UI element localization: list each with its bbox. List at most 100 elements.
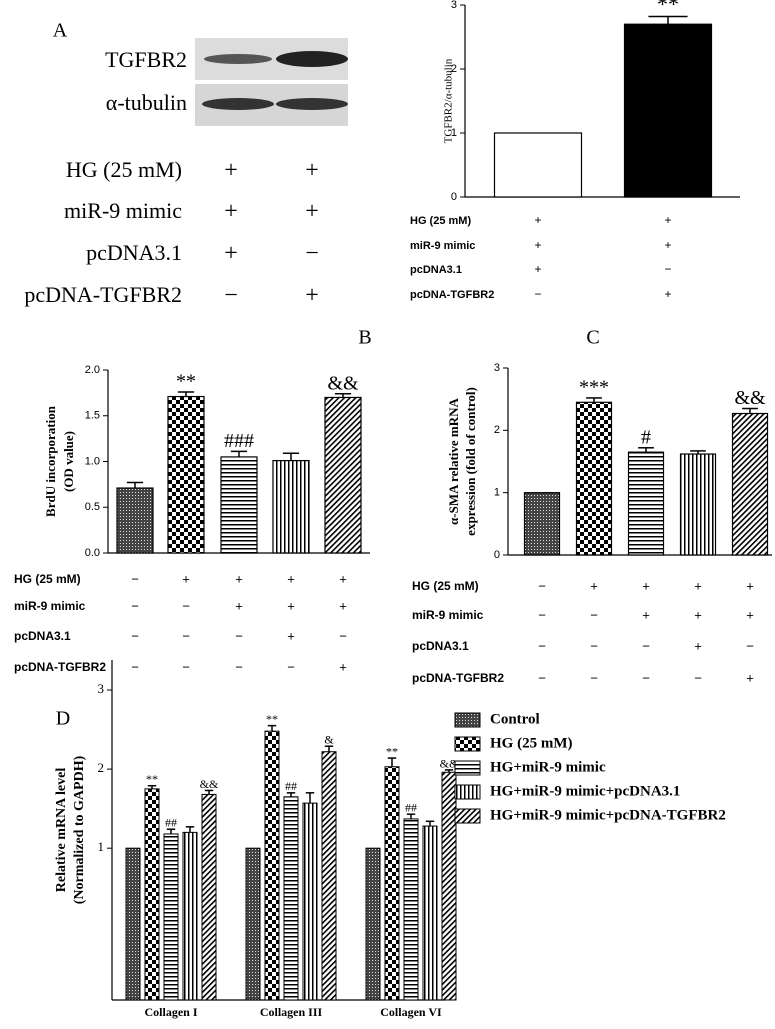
legend-label: HG+miR-9 mimic (490, 759, 606, 775)
y-tick-label: 3 (451, 0, 457, 11)
condition-mark: + (694, 578, 702, 593)
significance-label: *** (579, 377, 609, 399)
legend-swatch (454, 808, 481, 824)
condition-mark: + (534, 262, 541, 276)
condition-mark: + (305, 199, 319, 225)
condition-label: pcDNA3.1 (410, 264, 462, 276)
bar (441, 771, 457, 1001)
significance-label: && (327, 372, 359, 394)
y-axis-label: expression (fold of control) (463, 387, 478, 536)
condition-mark: + (224, 158, 238, 184)
condition-label: pcDNA-TGFBR2 (410, 289, 494, 301)
condition-mark: − (590, 670, 598, 685)
bar (116, 487, 154, 554)
condition-mark: − (538, 638, 546, 653)
bar (302, 802, 318, 1001)
condition-mark: − (182, 659, 190, 674)
bar (365, 847, 381, 1001)
condition-mark: − (694, 670, 702, 685)
bar (220, 456, 258, 554)
condition-mark: − (131, 628, 139, 643)
condition-label: pcDNA3.1 (14, 629, 71, 643)
bar (182, 831, 198, 1001)
significance-label: && (734, 387, 766, 409)
bar (493, 132, 583, 198)
significance-label: && (440, 756, 459, 770)
bar (384, 766, 400, 1001)
bar (731, 412, 769, 556)
condition-mark: + (287, 628, 295, 643)
panel-label: C (586, 327, 599, 349)
significance-label: ** (386, 744, 398, 758)
condition-mark: + (287, 598, 295, 613)
condition-mark: − (131, 659, 139, 674)
condition-mark: − (538, 607, 546, 622)
y-tick-label: 2 (451, 63, 457, 75)
condition-mark: − (235, 628, 243, 643)
blot-label: TGFBR2 (105, 47, 187, 72)
y-tick-label: 1.0 (85, 455, 100, 467)
y-tick-label: 3 (494, 362, 500, 374)
condition-mark: + (746, 670, 754, 685)
y-tick-label: 3 (98, 681, 105, 696)
condition-mark: − (642, 670, 650, 685)
y-tick-label: 1 (451, 127, 457, 139)
bar (324, 396, 362, 554)
bar (623, 23, 713, 198)
condition-mark: − (642, 638, 650, 653)
condition-label: pcDNA-TGFBR2 (24, 282, 182, 307)
y-tick-label: 2 (494, 424, 500, 436)
condition-label: HG (25 mM) (412, 579, 479, 593)
panel-label: B (358, 327, 371, 349)
condition-mark: − (590, 638, 598, 653)
bar (321, 751, 337, 1001)
panel-label: A (53, 20, 68, 42)
condition-mark: + (664, 238, 671, 252)
condition-label: pcDNA3.1 (86, 240, 182, 265)
bar (403, 818, 419, 1001)
y-axis-label: α-SMA relative mRNA (446, 397, 461, 524)
bar (201, 793, 217, 1001)
condition-mark: − (131, 598, 139, 613)
significance-label: ** (176, 371, 196, 393)
condition-mark: + (339, 571, 347, 586)
x-tick-label: Collagen VI (380, 1005, 442, 1019)
condition-mark: + (694, 607, 702, 622)
significance-label: # (641, 426, 651, 448)
y-tick-label: 0.5 (85, 501, 100, 513)
condition-mark: − (287, 659, 295, 674)
condition-mark: − (224, 283, 238, 309)
condition-mark: − (339, 628, 347, 643)
significance-label: ** (266, 712, 278, 726)
bar (627, 451, 665, 556)
significance-label: & (324, 733, 334, 747)
bar (144, 788, 160, 1001)
condition-mark: − (538, 578, 546, 593)
condition-mark: + (305, 158, 319, 184)
condition-mark: − (538, 670, 546, 685)
bar (679, 453, 717, 556)
legend-swatch (454, 760, 481, 776)
condition-mark: + (590, 578, 598, 593)
y-tick-label: 2 (98, 760, 105, 775)
condition-mark: − (746, 638, 754, 653)
condition-label: HG (25 mM) (410, 215, 471, 227)
condition-mark: − (534, 287, 541, 301)
y-tick-label: 0.0 (85, 547, 100, 559)
condition-mark: + (305, 283, 319, 309)
condition-mark: + (224, 241, 238, 267)
x-tick-label: Collagen III (260, 1005, 323, 1019)
bar (245, 847, 261, 1001)
bar (272, 459, 310, 554)
y-axis-label: Relative mRNA level (54, 768, 69, 893)
condition-mark: + (339, 598, 347, 613)
condition-mark: + (642, 607, 650, 622)
bar (575, 401, 613, 556)
legend-label: HG (25 mM) (490, 735, 572, 751)
bar (523, 492, 561, 556)
significance-label: ### (224, 430, 254, 452)
bar (283, 796, 299, 1001)
condition-mark: + (534, 238, 541, 252)
significance-label: ** (657, 0, 679, 17)
